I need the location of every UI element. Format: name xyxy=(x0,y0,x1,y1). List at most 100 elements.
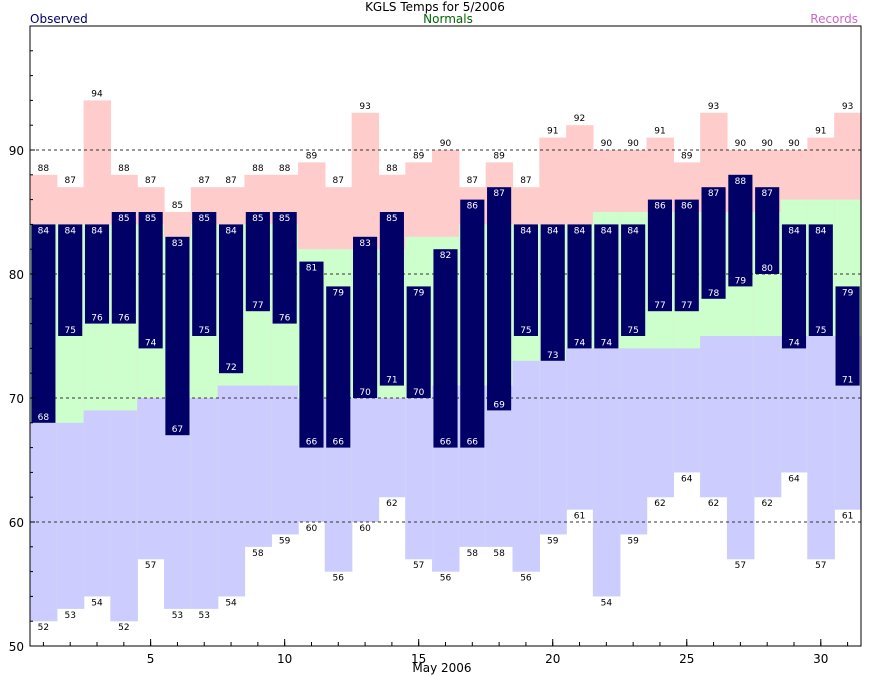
observed-high-label: 84 xyxy=(574,226,586,236)
x-tick-label: 15 xyxy=(411,652,426,666)
observed-high-label: 85 xyxy=(279,214,290,224)
observed-bar xyxy=(728,174,753,287)
record-low-band xyxy=(405,398,433,560)
observed-high-label: 84 xyxy=(627,226,639,236)
record-high-label: 93 xyxy=(708,102,719,112)
x-tick-label: 30 xyxy=(813,652,828,666)
observed-high-label: 84 xyxy=(788,226,800,236)
observed-low-label: 76 xyxy=(279,314,291,324)
record-high-label: 91 xyxy=(815,127,826,137)
observed-low-label: 74 xyxy=(574,338,586,348)
record-high-label: 87 xyxy=(64,176,75,186)
legend-observed: Observed xyxy=(30,12,88,26)
y-tick-label: 80 xyxy=(9,268,24,282)
record-high-label: 89 xyxy=(413,151,425,161)
observed-bar xyxy=(755,187,780,274)
observed-bar xyxy=(326,286,351,448)
record-high-label: 88 xyxy=(118,164,130,174)
observed-low-label: 75 xyxy=(64,326,75,336)
observed-low-label: 77 xyxy=(681,301,692,311)
record-high-label: 89 xyxy=(681,151,693,161)
observed-bar xyxy=(165,236,190,436)
observed-high-label: 84 xyxy=(64,226,76,236)
observed-low-label: 69 xyxy=(493,400,505,410)
record-low-label: 62 xyxy=(654,499,665,509)
observed-low-label: 75 xyxy=(199,326,210,336)
observed-bar xyxy=(460,199,485,448)
record-low-band xyxy=(753,336,782,498)
record-high-label: 91 xyxy=(547,127,558,137)
observed-bar xyxy=(353,236,378,398)
record-low-band xyxy=(592,348,621,597)
observed-high-label: 85 xyxy=(386,214,397,224)
observed-bar xyxy=(433,249,458,448)
observed-bar xyxy=(299,261,324,448)
observed-high-label: 84 xyxy=(547,226,559,236)
observed-high-label: 84 xyxy=(225,226,237,236)
y-tick-label: 60 xyxy=(9,516,24,530)
observed-bar xyxy=(781,224,807,349)
record-high-label: 91 xyxy=(654,127,665,137)
observed-low-label: 66 xyxy=(440,438,452,448)
record-low-band xyxy=(673,348,701,473)
observed-high-label: 86 xyxy=(467,202,479,212)
observed-high-label: 84 xyxy=(815,226,827,236)
record-low-band xyxy=(512,360,540,572)
record-low-band xyxy=(539,360,567,535)
observed-high-label: 79 xyxy=(413,288,425,298)
record-low-label: 52 xyxy=(38,623,49,633)
observed-bar xyxy=(272,212,297,324)
observed-bar xyxy=(594,224,619,349)
observed-low-label: 76 xyxy=(91,314,103,324)
record-low-band xyxy=(807,336,835,560)
record-low-label: 56 xyxy=(440,574,452,584)
observed-bar xyxy=(192,212,217,336)
observed-high-label: 79 xyxy=(333,288,345,298)
record-low-band xyxy=(780,336,808,473)
observed-high-label: 84 xyxy=(38,226,50,236)
record-high-label: 88 xyxy=(386,164,398,174)
record-high-label: 85 xyxy=(172,201,183,211)
observed-bar xyxy=(138,212,163,349)
record-low-label: 61 xyxy=(574,512,585,522)
record-high-label: 89 xyxy=(306,151,318,161)
observed-bar xyxy=(487,187,512,411)
plot-area: 8468885284758753847694548576885285748757… xyxy=(9,25,862,666)
observed-bar xyxy=(540,224,565,361)
record-low-label: 53 xyxy=(64,611,75,621)
observed-high-label: 83 xyxy=(359,239,370,249)
observed-low-label: 70 xyxy=(413,388,425,398)
observed-high-label: 87 xyxy=(493,189,504,199)
record-low-band xyxy=(137,398,165,560)
observed-bar xyxy=(245,212,270,312)
record-low-band xyxy=(271,385,299,535)
observed-low-label: 72 xyxy=(225,363,236,373)
record-high-label: 87 xyxy=(145,176,156,186)
observed-bar xyxy=(621,224,646,336)
record-high-label: 88 xyxy=(38,164,50,174)
record-low-label: 54 xyxy=(91,598,103,608)
record-low-label: 58 xyxy=(252,549,264,559)
record-high-label: 90 xyxy=(788,139,800,149)
record-low-label: 53 xyxy=(199,611,210,621)
record-low-band xyxy=(217,385,246,597)
record-high-label: 88 xyxy=(279,164,291,174)
observed-high-label: 88 xyxy=(735,177,747,187)
record-low-label: 59 xyxy=(279,536,291,546)
chart-title: KGLS Temps for 5/2006 xyxy=(365,0,505,14)
record-high-label: 94 xyxy=(91,89,103,99)
observed-high-label: 81 xyxy=(306,264,317,274)
observed-low-label: 75 xyxy=(815,326,826,336)
observed-low-label: 76 xyxy=(118,314,130,324)
record-low-label: 62 xyxy=(708,499,719,509)
observed-low-label: 67 xyxy=(172,425,183,435)
x-tick-label: 25 xyxy=(679,652,694,666)
record-low-label: 64 xyxy=(681,474,693,484)
record-high-label: 88 xyxy=(252,164,264,174)
record-high-label: 87 xyxy=(225,176,236,186)
observed-low-label: 78 xyxy=(708,289,720,299)
observed-bar xyxy=(31,224,56,423)
record-high-label: 90 xyxy=(627,139,639,149)
record-low-label: 59 xyxy=(627,536,639,546)
observed-high-label: 82 xyxy=(440,251,451,261)
